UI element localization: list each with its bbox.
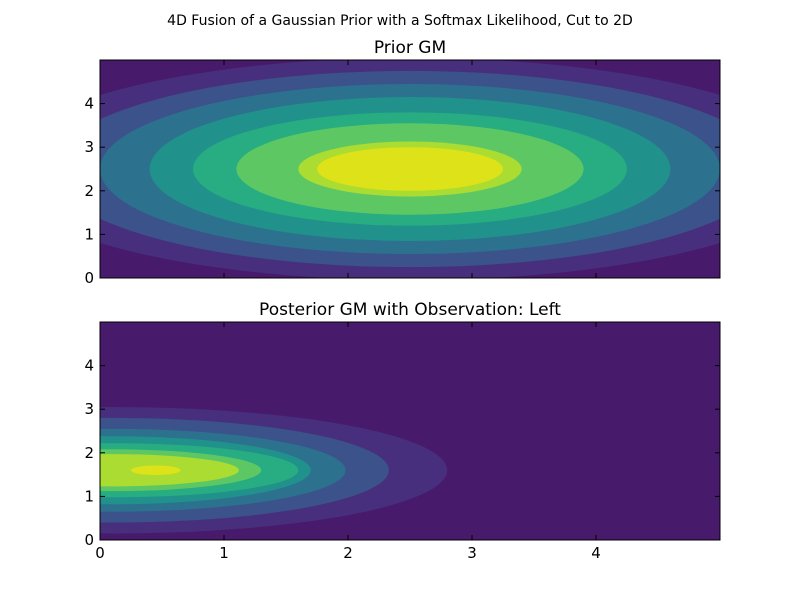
posterior-ytick-label-4: 4 xyxy=(84,357,94,375)
prior-axes: Prior GM 0 1 2 3 4 xyxy=(84,38,721,287)
prior-ytick-label-2: 2 xyxy=(84,182,94,200)
posterior-plot-area xyxy=(100,322,720,540)
posterior-axes-frame xyxy=(99,321,721,541)
posterior-ytick-label-2: 2 xyxy=(84,444,94,462)
prior-ytick-label-1: 1 xyxy=(84,225,94,243)
posterior-ytick-label-3: 3 xyxy=(84,400,94,418)
posterior-ytick-label-0: 0 xyxy=(84,531,94,549)
posterior-xtick-label-0: 0 xyxy=(95,544,105,562)
posterior-xtick-label-3: 3 xyxy=(467,544,477,562)
prior-axes-title: Prior GM xyxy=(374,38,446,58)
prior-contour-level-8 xyxy=(317,147,503,191)
posterior-xtick-label-2: 2 xyxy=(343,544,353,562)
figure-suptitle: 4D Fusion of a Gaussian Prior with a Sof… xyxy=(167,13,633,29)
prior-ticks: 0 1 2 3 4 xyxy=(84,60,720,287)
posterior-ticks: 0 1 2 3 4 0 1 2 3 4 xyxy=(84,322,720,562)
prior-ytick-label-4: 4 xyxy=(84,95,94,113)
posterior-xtick-label-4: 4 xyxy=(591,544,601,562)
posterior-axes: Posterior GM with Observation: Left 0 1 2 3… xyxy=(84,300,721,562)
posterior-ytick-label-1: 1 xyxy=(84,487,94,505)
posterior-axes-title: Posterior GM with Observation: Left xyxy=(259,300,561,320)
posterior-contour-level-8 xyxy=(131,465,181,476)
prior-ytick-label-3: 3 xyxy=(84,138,94,156)
prior-plot-area xyxy=(100,60,720,278)
prior-ytick-label-0: 0 xyxy=(84,269,94,287)
prior-axes-frame xyxy=(99,59,721,279)
posterior-xtick-label-1: 1 xyxy=(219,544,229,562)
